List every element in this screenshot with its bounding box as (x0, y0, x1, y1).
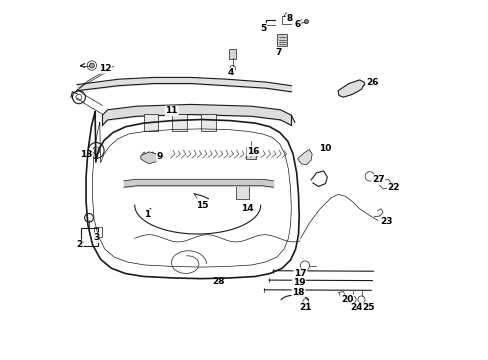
Text: 15: 15 (195, 201, 208, 210)
Text: 3: 3 (93, 233, 99, 242)
Text: 27: 27 (371, 175, 384, 184)
Polygon shape (141, 152, 157, 164)
Text: 23: 23 (380, 217, 392, 226)
FancyBboxPatch shape (277, 34, 287, 46)
Text: 12: 12 (99, 64, 111, 73)
Text: 13: 13 (80, 150, 92, 158)
Circle shape (304, 19, 308, 24)
Circle shape (89, 63, 94, 68)
FancyBboxPatch shape (245, 147, 256, 159)
Text: 18: 18 (292, 288, 304, 297)
FancyBboxPatch shape (143, 114, 158, 131)
Text: 16: 16 (247, 147, 259, 156)
Text: 1: 1 (144, 210, 150, 219)
Text: 6: 6 (294, 20, 300, 29)
Text: 17: 17 (293, 269, 306, 278)
Text: 20: 20 (340, 295, 352, 304)
Polygon shape (337, 80, 365, 97)
Polygon shape (297, 149, 311, 165)
Text: 9: 9 (156, 152, 163, 161)
Text: 19: 19 (292, 278, 305, 287)
FancyBboxPatch shape (235, 184, 248, 199)
Text: 5: 5 (260, 23, 266, 32)
Text: 25: 25 (362, 303, 374, 312)
FancyBboxPatch shape (172, 114, 186, 131)
Text: 26: 26 (366, 78, 378, 87)
Text: 7: 7 (275, 48, 281, 57)
Text: 14: 14 (241, 204, 253, 212)
Text: 22: 22 (387, 184, 399, 192)
Text: 8: 8 (286, 14, 292, 23)
Text: 4: 4 (227, 68, 234, 77)
FancyBboxPatch shape (201, 114, 215, 131)
Text: 28: 28 (212, 277, 224, 286)
Text: 24: 24 (350, 303, 363, 312)
Text: 21: 21 (299, 303, 311, 312)
FancyBboxPatch shape (228, 49, 236, 59)
Text: 10: 10 (319, 144, 331, 153)
Text: 11: 11 (165, 107, 178, 115)
Text: 2: 2 (76, 240, 82, 249)
